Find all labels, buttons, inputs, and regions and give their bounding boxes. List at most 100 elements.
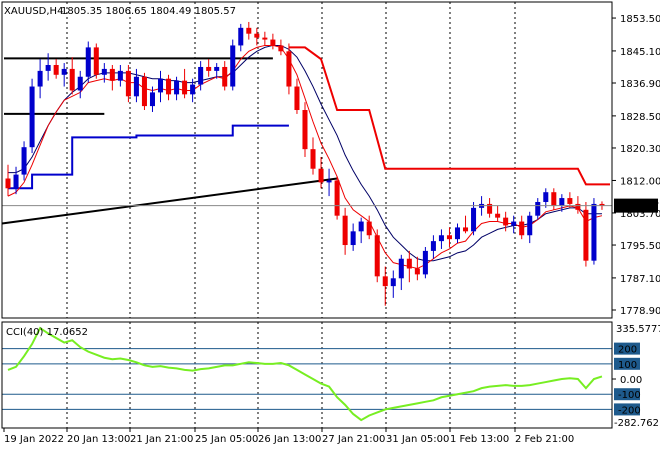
- candle-body: [302, 110, 308, 150]
- candle-body: [543, 192, 549, 202]
- cci-level-box: [614, 388, 640, 401]
- candle-body: [422, 250, 428, 275]
- candle-body: [101, 68, 107, 75]
- candle-body: [222, 66, 228, 87]
- candle-body: [310, 149, 316, 169]
- candle-body: [93, 47, 99, 75]
- cci-axis-label: -282.762: [614, 418, 659, 429]
- candle-body: [567, 198, 573, 204]
- candle-body: [350, 231, 356, 246]
- candle-body: [430, 241, 436, 251]
- cci-level-label: -200: [618, 405, 641, 416]
- candle-body: [559, 198, 565, 206]
- candle-body: [318, 168, 324, 183]
- price-axis-label: 1787.10: [620, 274, 660, 285]
- cci-level-label: 100: [618, 360, 637, 371]
- main-price-pane: [1, 2, 612, 318]
- cci-level-box: [614, 357, 640, 370]
- candle-body: [77, 76, 83, 91]
- time-axis-label: 21 Jan 21:00: [130, 434, 193, 445]
- candle-body: [575, 203, 581, 210]
- candle-body: [599, 203, 605, 206]
- candle-body: [495, 213, 501, 218]
- candle-body: [471, 207, 477, 232]
- candle-body: [446, 235, 452, 240]
- candle-body: [21, 147, 27, 175]
- candle-body: [198, 66, 204, 85]
- candle-body: [278, 45, 284, 52]
- candle-body: [390, 278, 396, 287]
- candle-body: [230, 45, 236, 87]
- candle-body: [29, 86, 35, 148]
- candle-body: [358, 221, 364, 232]
- candle-body: [591, 203, 597, 261]
- price-axis-label: 1803.70: [620, 209, 660, 220]
- candle-body: [519, 221, 525, 236]
- main-pane-border: [1, 1, 613, 319]
- candle-body: [511, 221, 517, 226]
- price-axis-label: 1812.00: [620, 176, 660, 187]
- candle-body: [214, 66, 220, 71]
- cci-line: [7, 326, 603, 422]
- candle-body: [366, 221, 372, 236]
- stop-line-segment: [8, 124, 289, 190]
- cci-axis-label: 335.5777: [616, 324, 660, 335]
- current-price-label: 1805.57: [618, 202, 659, 213]
- candle-body: [487, 203, 493, 214]
- candle-body: [182, 80, 188, 95]
- candle-body: [149, 92, 155, 107]
- candle-body: [45, 65, 51, 71]
- time-axis-label: 25 Jan 05:00: [195, 434, 258, 445]
- candle-body: [254, 33, 260, 38]
- chart-header-symbol: XAUUSD,H4: [4, 6, 63, 17]
- candle-body: [109, 68, 115, 81]
- time-axis-label: 31 Jan 05:00: [386, 434, 449, 445]
- price-axis-label: 1853.50: [620, 14, 660, 25]
- candle-body: [463, 227, 469, 232]
- candle-body: [174, 80, 180, 95]
- candle-body: [270, 39, 276, 46]
- candle-body: [334, 180, 340, 216]
- cci-level-box: [614, 342, 640, 355]
- candle-body: [85, 47, 91, 77]
- cci-pane-border: [1, 321, 613, 429]
- time-axis-label: 19 Jan 2022: [4, 434, 64, 445]
- cci-indicator-pane: [2, 322, 612, 428]
- price-axis-label: 1836.90: [620, 79, 660, 90]
- time-axis-label: 2 Feb 21:00: [515, 434, 574, 445]
- candle-body: [414, 268, 420, 275]
- candle-body: [382, 276, 388, 287]
- candle-body: [53, 65, 59, 75]
- time-axis-label: 20 Jan 13:00: [67, 434, 130, 445]
- candle-body: [262, 37, 268, 40]
- candle-body: [406, 258, 412, 269]
- time-axis-label: 26 Jan 13:00: [258, 434, 321, 445]
- candle-body: [398, 258, 404, 279]
- trendline: [1, 177, 338, 225]
- candle-body: [438, 235, 444, 242]
- price-axis-label: 1795.50: [620, 241, 660, 252]
- candle-body: [5, 178, 11, 189]
- cci-level-label: 200: [618, 345, 637, 356]
- time-axis-label: 27 Jan 21:00: [322, 434, 385, 445]
- candle-body: [117, 70, 123, 81]
- current-price-box: [614, 198, 658, 213]
- stop-line-segment: [288, 46, 610, 186]
- candle-body: [190, 84, 196, 95]
- candle-body: [61, 68, 67, 75]
- candle-body: [286, 51, 292, 87]
- candle-body: [551, 192, 557, 206]
- price-axis-label: 1845.10: [620, 47, 660, 58]
- candle-body: [141, 76, 147, 107]
- price-axis-label: 1828.50: [620, 112, 660, 123]
- candle-body: [206, 66, 212, 71]
- chart-header-ohlc: 1805.35 1806.65 1804.49 1805.57: [61, 6, 236, 17]
- candle-body: [166, 78, 172, 95]
- candle-body: [69, 68, 75, 91]
- candle-body: [238, 27, 244, 46]
- candle-body: [37, 70, 43, 87]
- candle-body: [527, 215, 533, 236]
- price-axis-label: 1778.90: [620, 306, 660, 317]
- time-axis-label: 1 Feb 13:00: [450, 434, 509, 445]
